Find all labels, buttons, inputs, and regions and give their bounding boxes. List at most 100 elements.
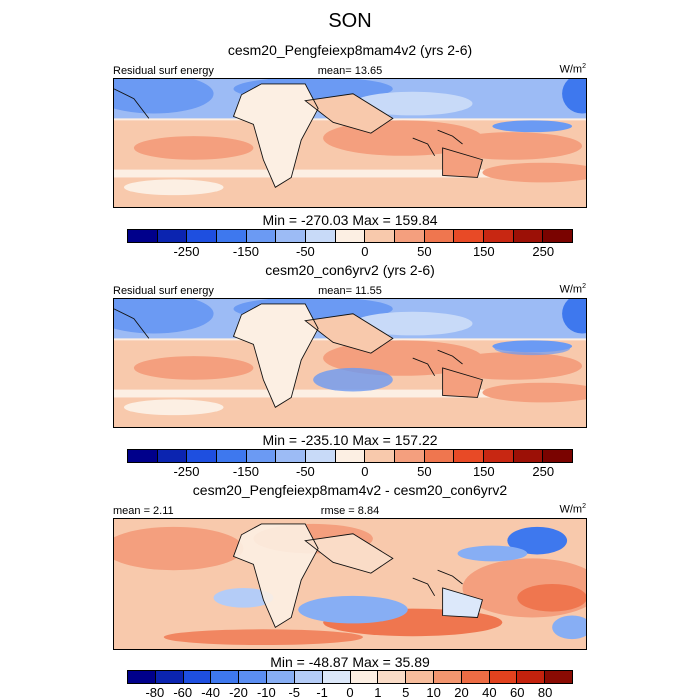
colorbar-tick-label: -250	[173, 464, 200, 479]
colorbar-tick-label: -40	[201, 685, 221, 700]
colorbar-swatch	[306, 230, 336, 242]
colorbar-tick-label: 150	[472, 464, 495, 479]
colorbar-tick-label: 150	[472, 244, 495, 259]
colorbar-swatch	[484, 230, 514, 242]
colorbar-swatch	[433, 671, 462, 683]
panel-1-units: W/m2	[559, 63, 586, 76]
colorbar-tick-label: -50	[295, 464, 315, 479]
colorbar-swatch	[128, 671, 156, 683]
panel-1-mean-label: mean= 13.65	[317, 65, 383, 77]
panel-3-map	[113, 518, 587, 650]
colorbar-swatch	[128, 230, 158, 242]
colorbar-tick-label: 0	[346, 685, 354, 700]
figure-title: SON	[328, 10, 372, 32]
colorbar-tick-label: 10	[426, 685, 441, 700]
colorbar-tick-label: 0	[361, 464, 369, 479]
colorbar-swatch	[513, 450, 544, 462]
colorbar-swatch	[267, 671, 295, 683]
colorbar-tick-label: 0	[361, 244, 369, 259]
panel-1-variable-label: Residual surf energy	[113, 65, 214, 77]
colorbar-swatch	[517, 671, 546, 683]
colorbar-swatch	[513, 230, 544, 242]
panel-1-title: cesm20_Pengfeiexp8mam4v2 (yrs 2-6)	[227, 42, 473, 58]
colorbar-swatch	[365, 450, 396, 462]
panel-1-map	[113, 78, 587, 208]
colorbar-tick-label: -1	[316, 685, 328, 700]
panel-3-map-field	[114, 519, 586, 649]
panel-3-min-max: Min = -48.87 Max = 35.89	[270, 654, 430, 670]
colorbar-swatch	[395, 450, 425, 462]
colorbar-swatch	[461, 671, 490, 683]
colorbar-tick-label: -10	[256, 685, 276, 700]
colorbar-swatch	[276, 230, 307, 242]
colorbar-tick-label: 250	[532, 464, 555, 479]
panel-2-colorbar	[127, 449, 573, 463]
colorbar-swatch	[239, 671, 268, 683]
panel-2-map-field	[114, 299, 586, 427]
colorbar-swatch	[157, 230, 188, 242]
colorbar-tick-label: -150	[232, 464, 259, 479]
colorbar-swatch	[454, 450, 485, 462]
colorbar-swatch	[335, 450, 366, 462]
colorbar-swatch	[322, 671, 351, 683]
panel-1-map-field	[114, 79, 586, 207]
colorbar-swatch	[406, 671, 434, 683]
colorbar-swatch	[489, 671, 518, 683]
colorbar-tick-label: 250	[532, 244, 555, 259]
panel-3-colorbar	[127, 670, 573, 684]
colorbar-tick-label: 1	[374, 685, 382, 700]
colorbar-tick-label: -150	[232, 244, 259, 259]
colorbar-swatch	[365, 230, 396, 242]
colorbar-tick-label: -5	[288, 685, 301, 700]
colorbar-swatch	[246, 230, 277, 242]
colorbar-swatch	[157, 450, 188, 462]
panel-2-variable-label: Residual surf energy	[113, 285, 214, 297]
colorbar-tick-label: -60	[173, 685, 193, 700]
colorbar-swatch	[424, 230, 455, 242]
colorbar-swatch	[424, 450, 455, 462]
colorbar-swatch	[454, 230, 485, 242]
colorbar-swatch	[395, 230, 425, 242]
colorbar-swatch	[211, 671, 240, 683]
colorbar-tick-label: 80	[537, 685, 553, 700]
colorbar-swatch	[187, 450, 218, 462]
colorbar-tick-label: -50	[295, 244, 315, 259]
colorbar-swatch	[217, 230, 247, 242]
colorbar-swatch	[155, 671, 184, 683]
colorbar-tick-label: 50	[417, 464, 432, 479]
colorbar-tick-label: 5	[402, 685, 410, 700]
panel-2-min-max: Min = -235.10 Max = 157.22	[262, 432, 438, 448]
colorbar-swatch	[183, 671, 212, 683]
colorbar-tick-label: 40	[482, 685, 497, 700]
panel-3-units: W/m2	[559, 503, 586, 516]
panel-2-title: cesm20_con6yrv2 (yrs 2-6)	[265, 262, 435, 278]
panel-1-colorbar	[127, 229, 573, 243]
colorbar-swatch	[306, 450, 336, 462]
colorbar-swatch	[335, 230, 366, 242]
colorbar-swatch	[246, 450, 277, 462]
panel-2-units: W/m2	[559, 283, 586, 296]
panel-2-map	[113, 298, 587, 428]
colorbar-tick-label: 50	[417, 244, 432, 259]
panel-3-rmse-label: rmse = 8.84	[320, 505, 380, 517]
colorbar-swatch	[545, 671, 572, 683]
panel-3-mean-label: mean = 2.11	[113, 505, 174, 517]
colorbar-tick-label: -250	[173, 244, 200, 259]
panel-1-min-max: Min = -270.03 Max = 159.84	[262, 212, 438, 228]
colorbar-swatch	[128, 450, 158, 462]
colorbar-tick-label: 20	[454, 685, 469, 700]
panel-2-mean-label: mean= 11.55	[318, 285, 382, 297]
colorbar-tick-label: 60	[510, 685, 525, 700]
colorbar-swatch	[484, 450, 514, 462]
colorbar-swatch	[217, 450, 247, 462]
colorbar-tick-label: -80	[145, 685, 165, 700]
colorbar-tick-label: -20	[229, 685, 248, 700]
colorbar-swatch	[350, 671, 379, 683]
colorbar-swatch	[294, 671, 323, 683]
panel-3-title: cesm20_Pengfeiexp8mam4v2 - cesm20_con6yr…	[192, 482, 508, 498]
colorbar-swatch	[187, 230, 218, 242]
colorbar-swatch	[543, 450, 573, 462]
colorbar-swatch	[543, 230, 573, 242]
colorbar-swatch	[378, 671, 407, 683]
colorbar-swatch	[276, 450, 307, 462]
